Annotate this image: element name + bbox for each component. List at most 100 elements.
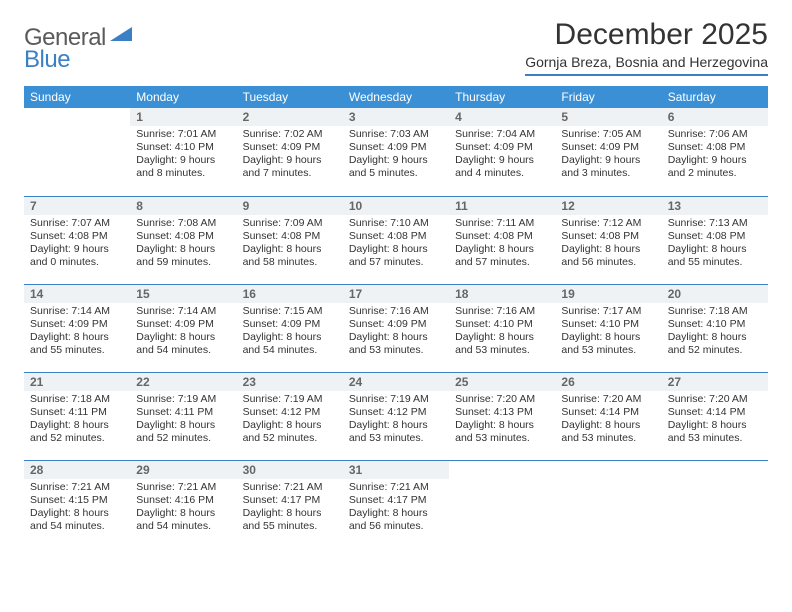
calendar-week-row: 28Sunrise: 7:21 AMSunset: 4:15 PMDayligh…	[24, 460, 768, 548]
calendar-day-cell: 9Sunrise: 7:09 AMSunset: 4:08 PMDaylight…	[237, 196, 343, 284]
calendar-empty-cell	[662, 460, 768, 548]
day-number: 18	[449, 285, 555, 303]
calendar-day-cell: 6Sunrise: 7:06 AMSunset: 4:08 PMDaylight…	[662, 108, 768, 196]
weekday-header: Tuesday	[237, 86, 343, 108]
calendar-day-cell: 24Sunrise: 7:19 AMSunset: 4:12 PMDayligh…	[343, 372, 449, 460]
day-details: Sunrise: 7:18 AMSunset: 4:10 PMDaylight:…	[662, 303, 768, 362]
title-block: December 2025 Gornja Breza, Bosnia and H…	[525, 18, 768, 76]
calendar-week-row: 14Sunrise: 7:14 AMSunset: 4:09 PMDayligh…	[24, 284, 768, 372]
calendar-day-cell: 2Sunrise: 7:02 AMSunset: 4:09 PMDaylight…	[237, 108, 343, 196]
day-details: Sunrise: 7:06 AMSunset: 4:08 PMDaylight:…	[662, 126, 768, 185]
day-details: Sunrise: 7:01 AMSunset: 4:10 PMDaylight:…	[130, 126, 236, 185]
day-number: 14	[24, 285, 130, 303]
page-subtitle: Gornja Breza, Bosnia and Herzegovina	[525, 54, 768, 70]
day-details: Sunrise: 7:16 AMSunset: 4:09 PMDaylight:…	[343, 303, 449, 362]
day-number: 25	[449, 373, 555, 391]
calendar-week-row: 1Sunrise: 7:01 AMSunset: 4:10 PMDaylight…	[24, 108, 768, 196]
weekday-header: Wednesday	[343, 86, 449, 108]
calendar-day-cell: 1Sunrise: 7:01 AMSunset: 4:10 PMDaylight…	[130, 108, 236, 196]
day-details: Sunrise: 7:21 AMSunset: 4:16 PMDaylight:…	[130, 479, 236, 538]
day-number: 29	[130, 461, 236, 479]
calendar-day-cell: 25Sunrise: 7:20 AMSunset: 4:13 PMDayligh…	[449, 372, 555, 460]
calendar-body: 1Sunrise: 7:01 AMSunset: 4:10 PMDaylight…	[24, 108, 768, 548]
day-details: Sunrise: 7:03 AMSunset: 4:09 PMDaylight:…	[343, 126, 449, 185]
calendar-day-cell: 13Sunrise: 7:13 AMSunset: 4:08 PMDayligh…	[662, 196, 768, 284]
calendar-week-row: 7Sunrise: 7:07 AMSunset: 4:08 PMDaylight…	[24, 196, 768, 284]
day-details: Sunrise: 7:13 AMSunset: 4:08 PMDaylight:…	[662, 215, 768, 274]
weekday-header: Friday	[555, 86, 661, 108]
day-details: Sunrise: 7:10 AMSunset: 4:08 PMDaylight:…	[343, 215, 449, 274]
day-number: 28	[24, 461, 130, 479]
day-details: Sunrise: 7:18 AMSunset: 4:11 PMDaylight:…	[24, 391, 130, 450]
day-details: Sunrise: 7:14 AMSunset: 4:09 PMDaylight:…	[24, 303, 130, 362]
day-number: 20	[662, 285, 768, 303]
day-number: 26	[555, 373, 661, 391]
day-number: 19	[555, 285, 661, 303]
day-details: Sunrise: 7:21 AMSunset: 4:17 PMDaylight:…	[237, 479, 343, 538]
day-number: 15	[130, 285, 236, 303]
day-details: Sunrise: 7:07 AMSunset: 4:08 PMDaylight:…	[24, 215, 130, 274]
calendar-day-cell: 18Sunrise: 7:16 AMSunset: 4:10 PMDayligh…	[449, 284, 555, 372]
calendar-day-cell: 21Sunrise: 7:18 AMSunset: 4:11 PMDayligh…	[24, 372, 130, 460]
day-details: Sunrise: 7:05 AMSunset: 4:09 PMDaylight:…	[555, 126, 661, 185]
calendar-day-cell: 7Sunrise: 7:07 AMSunset: 4:08 PMDaylight…	[24, 196, 130, 284]
calendar-day-cell: 26Sunrise: 7:20 AMSunset: 4:14 PMDayligh…	[555, 372, 661, 460]
day-number: 13	[662, 197, 768, 215]
day-number: 12	[555, 197, 661, 215]
header: General December 2025 Gornja Breza, Bosn…	[24, 18, 768, 76]
weekday-header: Thursday	[449, 86, 555, 108]
day-number: 4	[449, 108, 555, 126]
day-number: 31	[343, 461, 449, 479]
day-details: Sunrise: 7:21 AMSunset: 4:17 PMDaylight:…	[343, 479, 449, 538]
day-number: 9	[237, 197, 343, 215]
weekday-header: Saturday	[662, 86, 768, 108]
day-number: 8	[130, 197, 236, 215]
day-number: 11	[449, 197, 555, 215]
day-details: Sunrise: 7:21 AMSunset: 4:15 PMDaylight:…	[24, 479, 130, 538]
calendar-week-row: 21Sunrise: 7:18 AMSunset: 4:11 PMDayligh…	[24, 372, 768, 460]
calendar-day-cell: 30Sunrise: 7:21 AMSunset: 4:17 PMDayligh…	[237, 460, 343, 548]
weekday-header-row: SundayMondayTuesdayWednesdayThursdayFrid…	[24, 86, 768, 108]
calendar-day-cell: 11Sunrise: 7:11 AMSunset: 4:08 PMDayligh…	[449, 196, 555, 284]
day-number: 21	[24, 373, 130, 391]
calendar-empty-cell	[555, 460, 661, 548]
page-title: December 2025	[525, 18, 768, 52]
day-details: Sunrise: 7:02 AMSunset: 4:09 PMDaylight:…	[237, 126, 343, 185]
calendar-day-cell: 23Sunrise: 7:19 AMSunset: 4:12 PMDayligh…	[237, 372, 343, 460]
day-number: 24	[343, 373, 449, 391]
calendar-day-cell: 22Sunrise: 7:19 AMSunset: 4:11 PMDayligh…	[130, 372, 236, 460]
calendar-day-cell: 10Sunrise: 7:10 AMSunset: 4:08 PMDayligh…	[343, 196, 449, 284]
calendar-empty-cell	[449, 460, 555, 548]
day-details: Sunrise: 7:19 AMSunset: 4:12 PMDaylight:…	[343, 391, 449, 450]
day-details: Sunrise: 7:14 AMSunset: 4:09 PMDaylight:…	[130, 303, 236, 362]
day-number: 22	[130, 373, 236, 391]
calendar-day-cell: 8Sunrise: 7:08 AMSunset: 4:08 PMDaylight…	[130, 196, 236, 284]
day-number: 16	[237, 285, 343, 303]
calendar-day-cell: 19Sunrise: 7:17 AMSunset: 4:10 PMDayligh…	[555, 284, 661, 372]
day-details: Sunrise: 7:11 AMSunset: 4:08 PMDaylight:…	[449, 215, 555, 274]
day-details: Sunrise: 7:19 AMSunset: 4:12 PMDaylight:…	[237, 391, 343, 450]
brand-triangle-icon	[110, 25, 132, 46]
calendar-day-cell: 12Sunrise: 7:12 AMSunset: 4:08 PMDayligh…	[555, 196, 661, 284]
calendar-day-cell: 16Sunrise: 7:15 AMSunset: 4:09 PMDayligh…	[237, 284, 343, 372]
day-number: 6	[662, 108, 768, 126]
day-number: 5	[555, 108, 661, 126]
day-details: Sunrise: 7:08 AMSunset: 4:08 PMDaylight:…	[130, 215, 236, 274]
day-number: 1	[130, 108, 236, 126]
day-details: Sunrise: 7:16 AMSunset: 4:10 PMDaylight:…	[449, 303, 555, 362]
calendar-day-cell: 29Sunrise: 7:21 AMSunset: 4:16 PMDayligh…	[130, 460, 236, 548]
calendar-day-cell: 31Sunrise: 7:21 AMSunset: 4:17 PMDayligh…	[343, 460, 449, 548]
day-number: 2	[237, 108, 343, 126]
day-details: Sunrise: 7:20 AMSunset: 4:14 PMDaylight:…	[662, 391, 768, 450]
day-number: 10	[343, 197, 449, 215]
day-details: Sunrise: 7:15 AMSunset: 4:09 PMDaylight:…	[237, 303, 343, 362]
calendar-empty-cell	[24, 108, 130, 196]
day-details: Sunrise: 7:17 AMSunset: 4:10 PMDaylight:…	[555, 303, 661, 362]
calendar-table: SundayMondayTuesdayWednesdayThursdayFrid…	[24, 86, 768, 548]
day-details: Sunrise: 7:20 AMSunset: 4:14 PMDaylight:…	[555, 391, 661, 450]
day-details: Sunrise: 7:04 AMSunset: 4:09 PMDaylight:…	[449, 126, 555, 185]
day-number: 27	[662, 373, 768, 391]
day-number: 23	[237, 373, 343, 391]
brand-part2-wrap: Blue	[24, 46, 70, 74]
calendar-day-cell: 5Sunrise: 7:05 AMSunset: 4:09 PMDaylight…	[555, 108, 661, 196]
